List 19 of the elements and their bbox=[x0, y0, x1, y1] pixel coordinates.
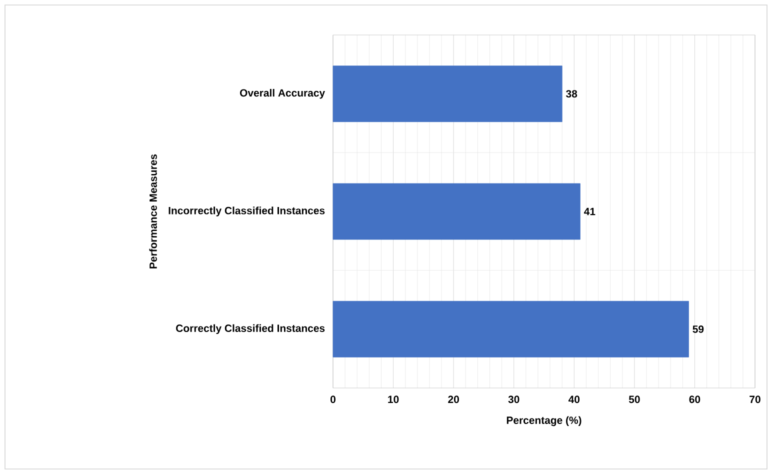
data-label: 59 bbox=[692, 325, 704, 333]
y-tick-label: Overall Accuracy bbox=[240, 88, 325, 99]
bar bbox=[332, 66, 562, 122]
x-tick-label: 50 bbox=[628, 396, 640, 404]
x-tick-label: 10 bbox=[388, 396, 399, 404]
x-axis-title: Percentage (%) bbox=[506, 416, 582, 426]
x-tick-label: 40 bbox=[568, 396, 580, 404]
data-label: 41 bbox=[584, 208, 596, 216]
x-tick-label: 0 bbox=[330, 396, 336, 404]
x-tick-label: 30 bbox=[508, 396, 520, 404]
y-axis-title: Performance Measures bbox=[149, 154, 157, 268]
y-tick-label: Incorrectly Classified Instances bbox=[168, 206, 325, 216]
x-tick-label: 20 bbox=[448, 396, 459, 404]
x-tick-label: 70 bbox=[750, 396, 760, 404]
bar bbox=[332, 183, 580, 240]
x-tick-label: 60 bbox=[689, 396, 700, 404]
data-label: 38 bbox=[566, 90, 578, 98]
y-tick-label: Correctly Classified Instances bbox=[176, 324, 325, 334]
bar bbox=[332, 300, 689, 358]
